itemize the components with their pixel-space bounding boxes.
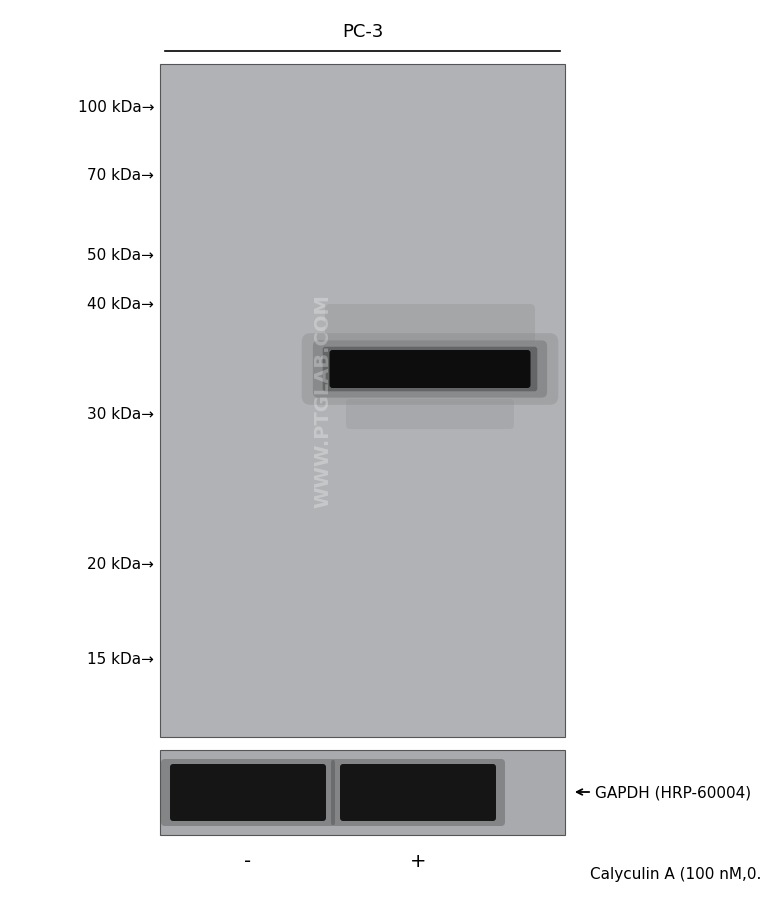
Text: 40 kDa→: 40 kDa→ (87, 297, 154, 312)
Bar (160, 750, 565, 835)
Text: 30 kDa→: 30 kDa→ (87, 407, 154, 422)
FancyBboxPatch shape (340, 765, 496, 821)
Text: PC-3: PC-3 (342, 23, 383, 41)
FancyBboxPatch shape (302, 334, 559, 405)
FancyBboxPatch shape (331, 759, 505, 826)
Text: WWW.PTGLAB.COM: WWW.PTGLAB.COM (313, 294, 332, 508)
FancyBboxPatch shape (170, 765, 326, 821)
FancyBboxPatch shape (323, 347, 537, 391)
FancyBboxPatch shape (161, 759, 335, 826)
Bar (160, 65, 565, 737)
Text: 70 kDa→: 70 kDa→ (87, 167, 154, 182)
FancyBboxPatch shape (313, 341, 547, 398)
FancyBboxPatch shape (346, 400, 514, 429)
Text: +: + (410, 852, 426, 870)
FancyBboxPatch shape (325, 305, 535, 345)
FancyBboxPatch shape (330, 351, 530, 389)
Text: Calyculin A (100 nM,0.5 h): Calyculin A (100 nM,0.5 h) (590, 867, 760, 881)
Text: 20 kDa→: 20 kDa→ (87, 557, 154, 572)
Text: -: - (245, 852, 252, 870)
Text: 15 kDa→: 15 kDa→ (87, 652, 154, 667)
Text: 100 kDa→: 100 kDa→ (78, 99, 154, 114)
Text: GAPDH (HRP-60004): GAPDH (HRP-60004) (595, 785, 751, 800)
Text: 50 kDa→: 50 kDa→ (87, 247, 154, 262)
